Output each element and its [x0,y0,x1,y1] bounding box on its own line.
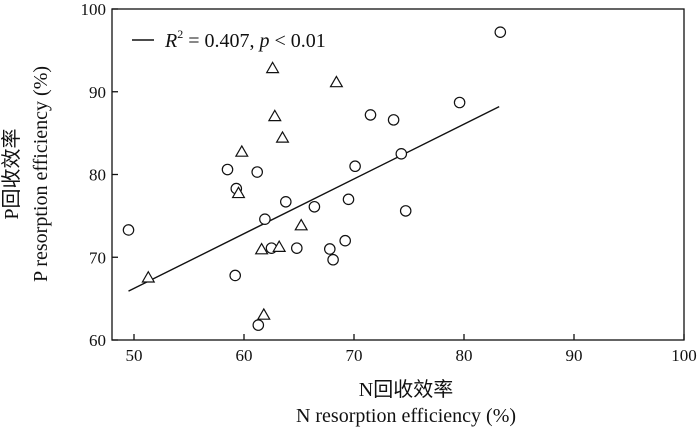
triangle-point [275,130,290,143]
legend-label: R2 = 0.407, p < 0.01 [164,27,326,52]
circle-point [221,163,234,176]
x-axis-title-en: N resorption efficiency (%) [296,405,516,427]
circle-point [251,166,264,178]
circle-point [399,205,412,217]
triangle-point [234,144,249,157]
y-tick-label: 90 [89,83,106,102]
circle-point [342,193,355,206]
y-axis-title-cn: P回收效率 [0,128,23,219]
circle-point [252,319,265,331]
circle-point [387,114,400,126]
circle-point [395,148,408,160]
triangle-point [254,242,269,255]
y-tick-label: 100 [81,0,107,19]
plot-frame [111,8,685,341]
regression-line [128,106,500,292]
triangle-point [272,239,287,252]
circle-point [364,109,377,121]
circle-point [327,253,339,266]
circle-point [453,96,466,109]
x-tick-label: 90 [566,346,583,365]
triangle-point [267,109,282,122]
circle-point [323,243,336,255]
circle-point [259,213,271,225]
x-tick-label: 80 [456,346,473,365]
x-tick-label: 70 [346,346,363,365]
triangle-point [231,186,246,199]
circle-point [229,269,241,282]
triangle-point [329,75,344,88]
circle-point [122,224,135,236]
circle-point [494,26,507,38]
y-tick-label: 70 [89,248,106,267]
triangle-point [141,270,156,283]
circle-point [308,200,321,213]
circle-point [290,242,303,254]
x-tick-label: 100 [671,346,697,365]
y-tick-label: 60 [89,331,106,350]
x-axis-title-cn: N回收效率 [359,378,453,401]
circle-point [339,234,351,247]
triangle-point [265,61,280,74]
circle-point [349,160,361,173]
circle-point [279,196,292,208]
triangle-point [294,218,309,231]
y-tick-label: 80 [89,166,106,185]
triangle-point [256,307,271,320]
y-axis-title-en: P resorption efficiency (%) [30,66,52,282]
x-tick-label: 60 [236,346,253,365]
x-tick-label: 50 [126,346,143,365]
